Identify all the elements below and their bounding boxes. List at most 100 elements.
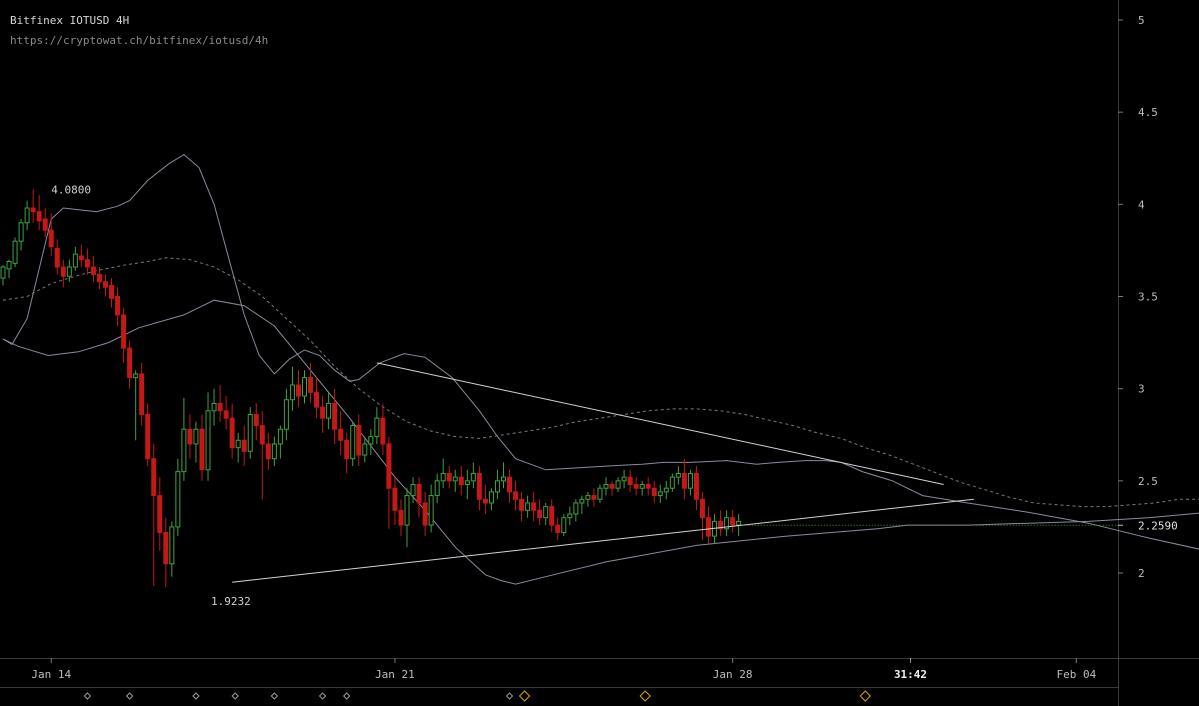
candle[interactable] <box>416 477 422 518</box>
candle[interactable] <box>555 517 561 540</box>
candle[interactable] <box>271 436 277 467</box>
candle[interactable] <box>609 480 615 496</box>
candle[interactable] <box>151 443 157 586</box>
candle[interactable] <box>663 480 669 500</box>
candle[interactable] <box>482 484 488 515</box>
candle[interactable] <box>265 432 271 470</box>
candle[interactable] <box>295 370 301 408</box>
event-marker-icon[interactable] <box>83 692 92 700</box>
candle[interactable] <box>30 189 36 223</box>
candle[interactable] <box>470 462 476 489</box>
candle[interactable] <box>488 488 494 511</box>
candle[interactable] <box>380 403 386 456</box>
candle[interactable] <box>289 366 295 411</box>
candle[interactable] <box>597 484 603 503</box>
candle[interactable] <box>169 521 175 577</box>
candle[interactable] <box>187 414 193 459</box>
candle[interactable] <box>543 502 549 526</box>
candle[interactable] <box>603 477 609 496</box>
y-axis[interactable]: 5 4.5 4 3.5 3 2.5 2 <box>1118 14 1158 580</box>
candle[interactable] <box>573 499 579 522</box>
candle[interactable] <box>446 466 452 489</box>
candle[interactable] <box>549 499 555 533</box>
candle[interactable] <box>404 488 410 548</box>
event-marker-icon[interactable] <box>639 690 651 702</box>
candle[interactable] <box>519 491 525 522</box>
candle[interactable] <box>90 255 96 282</box>
candle[interactable] <box>60 259 66 288</box>
candle[interactable] <box>627 469 633 492</box>
candle[interactable] <box>585 491 591 507</box>
candle[interactable] <box>259 410 265 500</box>
candle[interactable] <box>163 517 169 588</box>
candle[interactable] <box>205 392 211 481</box>
candle[interactable] <box>308 362 314 404</box>
candle[interactable] <box>302 370 307 404</box>
candle[interactable] <box>561 514 567 537</box>
candle[interactable] <box>48 213 54 256</box>
candle[interactable] <box>386 436 392 529</box>
candle[interactable] <box>440 458 446 489</box>
candle[interactable] <box>72 246 78 271</box>
event-markers[interactable] <box>83 690 871 702</box>
event-marker-icon[interactable] <box>343 692 351 700</box>
candle[interactable] <box>193 421 199 463</box>
candle[interactable] <box>657 484 663 503</box>
candle[interactable] <box>458 466 464 496</box>
candle[interactable] <box>283 388 289 441</box>
candle[interactable] <box>121 307 127 363</box>
candle[interactable] <box>410 477 416 503</box>
candle[interactable] <box>591 488 597 507</box>
candle[interactable] <box>567 506 573 526</box>
candle[interactable] <box>277 425 283 459</box>
event-marker-icon[interactable] <box>318 692 327 700</box>
candle[interactable] <box>699 491 705 540</box>
candle[interactable] <box>338 410 344 456</box>
candle[interactable] <box>175 458 181 537</box>
candle[interactable] <box>368 429 374 456</box>
candle[interactable] <box>428 484 434 533</box>
candle[interactable] <box>651 480 657 503</box>
candle[interactable] <box>241 425 247 467</box>
event-marker-icon[interactable] <box>125 692 134 700</box>
event-marker-icon[interactable] <box>518 690 531 702</box>
candle[interactable] <box>730 510 736 533</box>
candle[interactable] <box>24 200 30 231</box>
candle[interactable] <box>6 259 12 279</box>
candle[interactable] <box>422 491 428 537</box>
candle[interactable] <box>42 208 48 238</box>
event-marker-icon[interactable] <box>859 690 871 702</box>
candle[interactable] <box>579 495 585 515</box>
candle[interactable] <box>633 477 639 496</box>
candle[interactable] <box>706 506 712 544</box>
candlesticks[interactable] <box>0 189 742 588</box>
candle[interactable] <box>320 396 326 433</box>
candle[interactable] <box>217 384 223 422</box>
candle[interactable] <box>235 432 241 463</box>
candle[interactable] <box>398 499 404 537</box>
candle[interactable] <box>66 259 72 282</box>
candle[interactable] <box>452 469 458 492</box>
candle[interactable] <box>145 403 151 467</box>
candle[interactable] <box>392 477 398 526</box>
candle[interactable] <box>356 414 362 467</box>
candle[interactable] <box>693 466 699 511</box>
candle[interactable] <box>12 237 18 268</box>
candle[interactable] <box>314 377 320 419</box>
candle[interactable] <box>18 219 24 251</box>
candle[interactable] <box>84 248 90 275</box>
candle[interactable] <box>513 480 519 511</box>
candle[interactable] <box>531 491 537 522</box>
candle[interactable] <box>464 469 470 500</box>
candle[interactable] <box>211 388 217 426</box>
candle[interactable] <box>139 362 145 426</box>
candle[interactable] <box>494 469 500 500</box>
candle[interactable] <box>181 397 187 481</box>
candle[interactable] <box>675 466 681 485</box>
candle[interactable] <box>507 469 513 503</box>
candle[interactable] <box>681 458 687 500</box>
candle[interactable] <box>724 510 730 537</box>
candle[interactable] <box>639 480 645 496</box>
candle[interactable] <box>115 287 121 326</box>
candle[interactable] <box>621 469 627 489</box>
